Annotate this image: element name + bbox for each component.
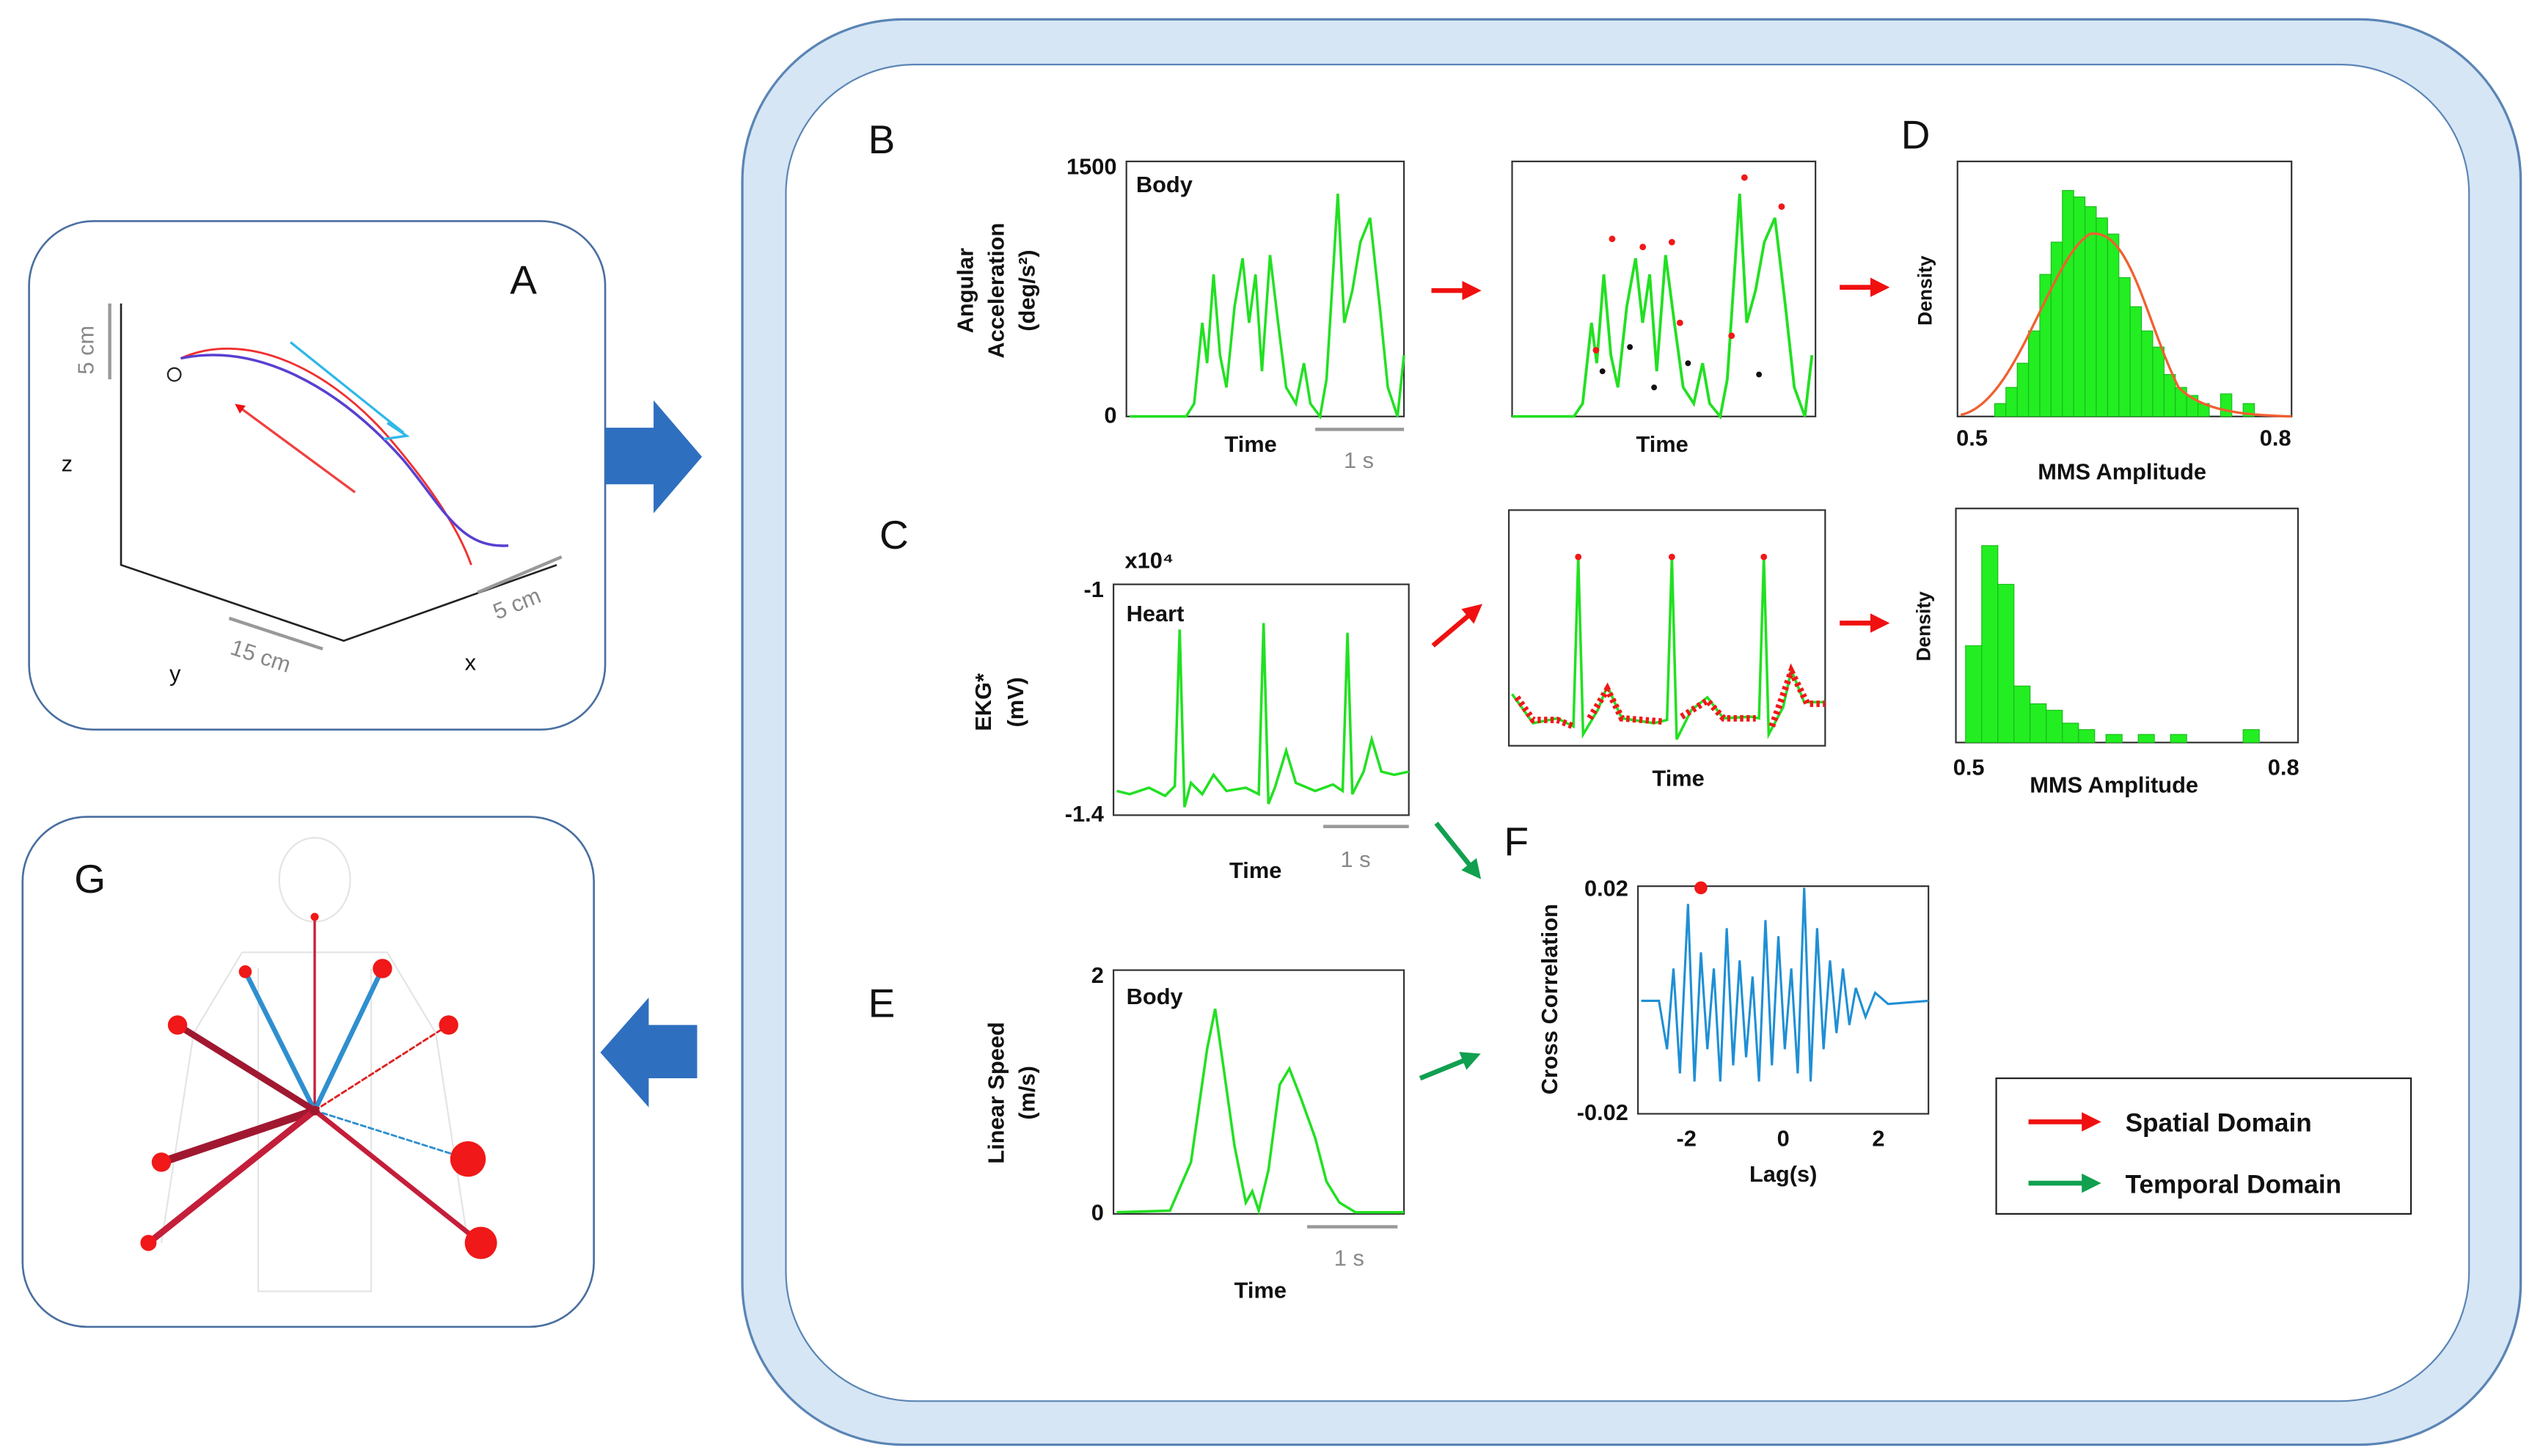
y-label: Cross Correlation	[1537, 904, 1562, 1094]
y-label-line: (mV)	[1003, 677, 1028, 727]
legend-label: Temporal Domain	[2126, 1170, 2342, 1199]
scale-bar	[477, 555, 563, 594]
x-tick-label: -2	[1676, 1125, 1696, 1151]
x-tick-label: 0.5	[1956, 425, 1988, 450]
x-label: MMS Amplitude	[2030, 772, 2198, 798]
x-tick-label: 2	[1872, 1125, 1884, 1151]
temporal-arrow	[1434, 822, 1482, 879]
panel-letter: E	[868, 980, 896, 1025]
exponent: x10⁴	[1124, 548, 1174, 574]
x-label: Time	[1229, 857, 1281, 883]
y-tick-label: -1.4	[1065, 801, 1104, 827]
y-tick-label: 0	[1104, 403, 1116, 428]
peak-markers	[1514, 553, 1826, 730]
plot-frame	[1112, 969, 1405, 1215]
nodes	[140, 912, 497, 1259]
connectivity	[145, 915, 483, 1246]
panel-letter: C	[879, 512, 909, 557]
y-label: Density	[1912, 591, 1934, 662]
legend-label: Spatial Domain	[2126, 1109, 2312, 1138]
y-label-line: Linear Speed	[983, 1022, 1009, 1163]
y-label-line: (deg/s²)	[1014, 250, 1039, 332]
panel-letter: B	[868, 117, 896, 162]
peak-marker	[1694, 881, 1708, 895]
panel-g-box	[21, 816, 595, 1328]
y-tick-label: -1	[1083, 577, 1103, 602]
x-tick-label: 0	[1777, 1125, 1790, 1151]
fit-curve	[1960, 232, 2292, 418]
peak-markers	[1592, 174, 1785, 354]
flow-arrow	[600, 998, 698, 1108]
start-point	[167, 367, 182, 382]
legend	[1995, 1077, 2412, 1215]
x-label: MMS Amplitude	[2038, 459, 2206, 485]
direction-arrow	[289, 341, 405, 434]
signal	[1511, 557, 1826, 740]
signal	[1116, 623, 1410, 808]
y-label-line: Angular	[953, 248, 978, 333]
x-tick-label: 0.8	[2268, 754, 2299, 780]
x-tick-label: 0.8	[2260, 425, 2291, 450]
y-tick-label: 0	[1091, 1200, 1104, 1226]
y-label: Density	[1914, 255, 1936, 326]
panel-letter: F	[1504, 819, 1529, 864]
scale-label: 1 s	[1334, 1245, 1364, 1270]
axis-label: y	[169, 661, 181, 687]
panel-letter: D	[1901, 111, 1931, 157]
plot-frame	[1511, 160, 1817, 417]
y-label-line: Acceleration	[983, 223, 1009, 359]
trajectory	[180, 348, 472, 566]
axes-3d	[120, 303, 557, 643]
signal-tag: Heart	[1127, 601, 1185, 626]
x-tick-label: 0.5	[1953, 754, 1985, 780]
axis-label: z	[62, 451, 73, 477]
panel-letter: A	[510, 257, 537, 303]
scale-bar	[228, 616, 323, 651]
y-tick-label: 0.02	[1584, 875, 1628, 901]
panel-letter: G	[74, 856, 106, 901]
trajectory	[180, 354, 509, 547]
axis-label: x	[465, 649, 477, 675]
histogram-bars	[1965, 545, 2260, 743]
scale-label: 1 s	[1344, 447, 1374, 473]
signal-tag: Body	[1136, 172, 1193, 197]
signal	[1116, 1009, 1405, 1215]
spatial-arrow	[1431, 604, 1482, 648]
trough-markers	[1599, 344, 1763, 391]
x-label: Time	[1636, 431, 1688, 457]
y-tick-label: 2	[1091, 962, 1104, 988]
flow-arrow	[605, 400, 703, 513]
x-label: Time	[1234, 1277, 1287, 1303]
x-label: Lag(s)	[1749, 1161, 1817, 1187]
x-label: Time	[1224, 431, 1276, 457]
scale-label: 1 s	[1341, 846, 1371, 872]
y-label-line: EKG*	[970, 673, 996, 731]
y-tick-label: -0.02	[1577, 1100, 1628, 1125]
arrow-head	[384, 422, 410, 441]
temporal-arrow	[1419, 1052, 1481, 1081]
plot-frame	[1125, 160, 1405, 417]
signal	[1641, 888, 1929, 1082]
x-label: Time	[1652, 766, 1704, 791]
scale-label: 5 cm	[73, 326, 99, 375]
direction-arrow	[235, 403, 356, 494]
y-label-line: (m/s)	[1014, 1066, 1039, 1120]
y-label: Angular Acceleration (deg/s²)	[953, 223, 1040, 359]
y-tick-label: 1500	[1066, 154, 1117, 180]
signal-tag: Body	[1127, 984, 1183, 1009]
histogram-bars	[1994, 190, 2255, 417]
